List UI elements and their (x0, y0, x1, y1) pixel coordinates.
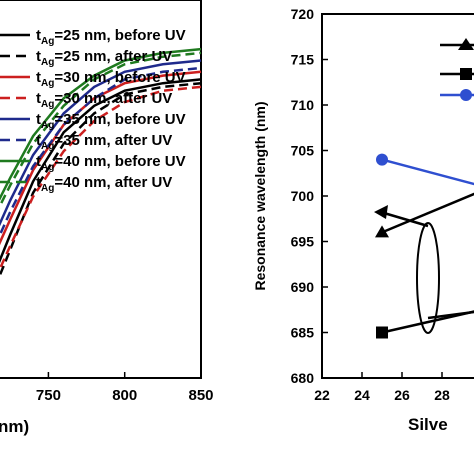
right-legend-circle-marker (460, 89, 472, 101)
right-y-tick-label: 685 (291, 325, 315, 341)
left-legend-label-1: tAg=25 nm, after UV (36, 48, 172, 68)
left-x-axis-label: nm) (0, 417, 29, 436)
right-plot-frame (321, 13, 474, 379)
right-y-tick-label: 695 (291, 234, 315, 250)
right-y-tick-label: 720 (291, 6, 315, 22)
right-y-tick-label: 700 (291, 188, 315, 204)
right-y-tick-label: 680 (291, 370, 315, 386)
right-x-tick-label: 22 (314, 387, 330, 403)
right-y-tick-label: 710 (291, 97, 315, 113)
right-legend-triangle-marker (458, 38, 474, 50)
right-series-line-triangle (381, 192, 474, 234)
left-legend-label-4: tAg=35 nm, before UV (36, 111, 186, 131)
left-legend-label-3: tAg=30 nm, after UV (36, 90, 172, 110)
left-legend-label-0: tAg=25 nm, before UV (36, 27, 186, 47)
left-series-line-4 (0, 59, 202, 227)
left-x-tick-label: 750 (36, 387, 61, 404)
left-plot-frame (0, 0, 202, 379)
right-y-tick-label: 690 (291, 279, 315, 295)
axis-indicator-annotation (374, 205, 474, 334)
left-series-line-5 (0, 66, 202, 238)
right-point-square (376, 326, 388, 339)
left-x-axis-ticks: 750 800 850 (36, 372, 214, 404)
left-series-line-3 (0, 85, 202, 272)
left-legend-label-7: tAg=40 nm, after UV (36, 174, 172, 194)
right-point-circle (376, 153, 388, 166)
right-x-axis-label: Silve (408, 415, 448, 434)
indicator-arrow-left-head (374, 205, 388, 219)
right-y-tick-label: 705 (291, 143, 315, 159)
right-series-line-square (381, 310, 474, 334)
right-y-tick-label: 715 (291, 52, 315, 68)
left-legend-label-2: tAg=30 nm, before UV (36, 69, 186, 89)
left-series-line-0 (0, 78, 202, 264)
right-y-axis-ticks: 680 685 690 695 700 705 710 715 720 (291, 6, 328, 386)
indicator-arrow-left-line (383, 211, 429, 228)
left-series-lines (0, 47, 202, 279)
right-series-line-circle (381, 158, 474, 186)
left-series-line-6 (0, 47, 202, 201)
left-x-tick-label: 850 (188, 387, 213, 404)
indicator-arrow-right-line (427, 310, 474, 320)
left-legend-label-5: tAg=35 nm, after UV (36, 132, 172, 152)
left-legend-label-6: tAg=40 nm, before UV (36, 153, 186, 173)
right-point-triangle (375, 225, 389, 238)
left-x-tick-label: 800 (112, 387, 137, 404)
right-x-tick-label: 26 (394, 387, 410, 403)
right-y-axis-label: Resonance wavelength (nm) (252, 101, 268, 290)
right-x-axis-ticks: 22 24 26 28 (314, 372, 450, 403)
right-x-tick-label: 24 (354, 387, 370, 403)
right-series (375, 153, 474, 339)
indicator-ellipse (416, 222, 440, 334)
right-legend-square-marker (460, 68, 472, 80)
right-x-tick-label: 28 (434, 387, 450, 403)
right-legend (440, 38, 474, 101)
